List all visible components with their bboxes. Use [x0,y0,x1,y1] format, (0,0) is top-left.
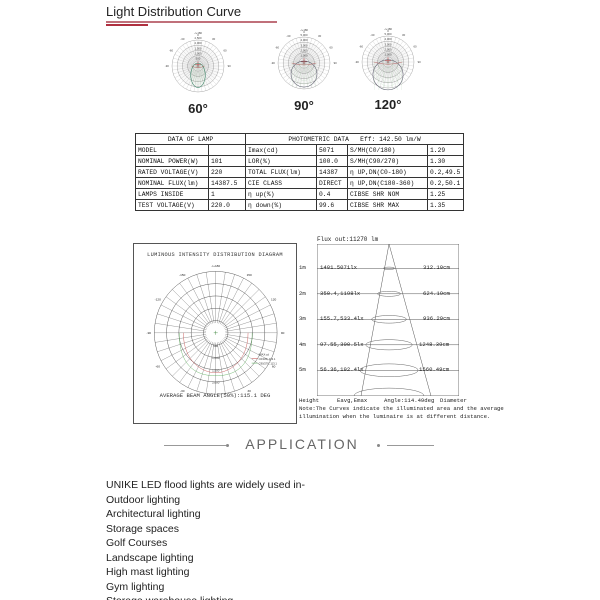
svg-text:-/+180: -/+180 [211,264,220,268]
svg-text:150: 150 [247,273,252,277]
svg-text:-60: -60 [169,49,173,53]
svg-text:-60: -60 [156,364,161,368]
svg-text:-90: -90 [165,64,169,68]
svg-text:4,000: 4,000 [385,37,392,41]
svg-text:60: 60 [223,49,227,53]
svg-text:-90: -90 [271,61,275,65]
svg-text:-90: -90 [147,331,152,335]
svg-text:3,000: 3,000 [301,43,308,47]
svg-text:90: 90 [281,331,285,335]
svg-text:30: 30 [212,37,216,41]
svg-text:500: 500 [196,57,201,61]
svg-text:-/+180: -/+180 [384,27,392,31]
svg-text:1,000: 1,000 [385,53,392,57]
svg-text:C0/180, 113.1: C0/180, 113.1 [259,357,276,361]
svg-text:2,000: 2,000 [212,381,220,385]
svg-text:500: 500 [213,344,218,348]
svg-text:1,000: 1,000 [301,54,308,58]
svg-text:90: 90 [334,61,338,65]
svg-text:120: 120 [271,298,276,302]
svg-text:3,000: 3,000 [385,42,392,46]
svg-text:60: 60 [329,46,333,50]
svg-text:30: 30 [318,34,322,38]
svg-text:-150: -150 [179,273,185,277]
svg-text:60: 60 [413,45,417,49]
svg-text:-120: -120 [155,298,161,302]
svg-text:IMAX:cd: IMAX:cd [259,353,270,357]
svg-text:-30: -30 [180,37,184,41]
svg-text:1,500: 1,500 [195,46,202,50]
svg-text:-/+180: -/+180 [300,28,308,32]
svg-text:1,000: 1,000 [195,52,202,56]
svg-text:4,000: 4,000 [301,38,308,42]
svg-text:-60: -60 [275,46,279,50]
svg-text:-30: -30 [370,33,374,37]
svg-text:90: 90 [228,64,232,68]
svg-text:1,500: 1,500 [212,368,220,372]
svg-text:C90/270, 113.1: C90/270, 113.1 [259,361,278,365]
svg-text:-60: -60 [359,45,363,49]
svg-text:1,000: 1,000 [212,356,220,360]
svg-text:2,000: 2,000 [385,48,392,52]
svg-text:2,000: 2,000 [301,49,308,53]
svg-text:-90: -90 [355,60,359,64]
svg-text:-30: -30 [286,34,290,38]
svg-text:-/+180: -/+180 [194,31,202,35]
svg-text:30: 30 [402,33,406,37]
svg-text:90: 90 [418,60,422,64]
svg-text:2,000: 2,000 [195,41,202,45]
